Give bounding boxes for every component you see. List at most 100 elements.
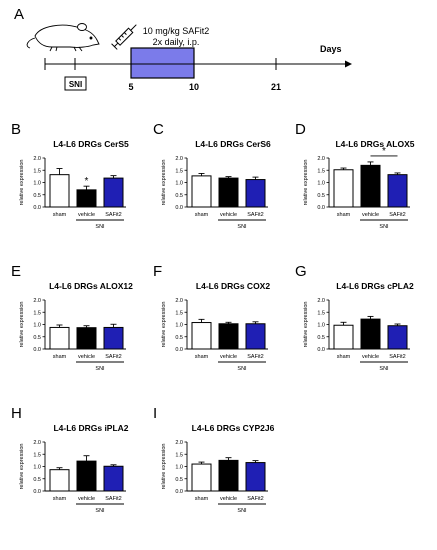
bar-vehicle [76, 460, 97, 492]
y-tick-label: 0.5 [33, 335, 41, 341]
chart-title: L4-L6 DRGs CerS6 [195, 139, 271, 149]
y-tick-label: 1.5 [33, 310, 41, 316]
dose-label-line2: 2x daily, i.p. [153, 37, 200, 47]
y-tick-label: 1.0 [175, 181, 183, 187]
chart-title: L4-L6 DRGs iPLA2 [53, 423, 128, 433]
x-tick-label: sham [53, 496, 67, 502]
x-tick-label: vehicle [78, 354, 95, 360]
group-label: SNI [237, 224, 247, 230]
panel-letter-a: A [14, 6, 24, 23]
y-tick-label: 1.5 [175, 452, 183, 458]
chart-title: L4-L6 DRGs CerS5 [53, 139, 129, 149]
bar-sham [49, 326, 70, 350]
chart-title: L4-L6 DRGs COX2 [196, 281, 270, 291]
y-tick-label: 2.0 [33, 298, 41, 304]
chart-panel-g: G L4-L6 DRGs cPLA2 relative expression 0.0 0… [295, 263, 414, 372]
y-tick-label: 0.0 [175, 205, 183, 211]
bar-safit2 [245, 179, 266, 208]
y-tick-label: 1.5 [175, 310, 183, 316]
chart-panel-i: I L4-L6 DRGs CYP2J6 relative expression 0.0… [153, 405, 275, 514]
y-axis-label: relative expression [161, 444, 167, 490]
panel-letter-c: C [153, 121, 164, 138]
bar-safit2 [103, 465, 124, 492]
y-tick-label: 1.5 [33, 452, 41, 458]
bar-sham [191, 463, 212, 492]
significance-star: * [85, 176, 89, 187]
chart-panel-d: D L4-L6 DRGs ALOX5 relative expression 0.0 0… [295, 121, 415, 230]
x-tick-label: vehicle [220, 212, 237, 218]
y-tick-label: 2.0 [317, 156, 325, 162]
day-tick-21: 21 [271, 82, 281, 92]
bar-safit2 [245, 462, 266, 492]
y-tick-label: 1.5 [33, 168, 41, 174]
group-label: SNI [379, 224, 389, 230]
y-tick-label: 1.0 [317, 181, 325, 187]
y-tick-label: 2.0 [175, 156, 183, 162]
bar-safit2 [103, 326, 124, 350]
y-tick-label: 1.5 [317, 310, 325, 316]
chart-title: L4-L6 DRGs CYP2J6 [192, 423, 275, 433]
chart-title: L4-L6 DRGs ALOX12 [49, 281, 133, 291]
chart-title: L4-L6 DRGs ALOX5 [335, 139, 414, 149]
y-tick-label: 0.5 [175, 193, 183, 199]
bar-sham [49, 469, 70, 492]
chart-panel-c: C L4-L6 DRGs CerS6 relative expression 0.0 0… [153, 121, 271, 230]
group-label: SNI [237, 508, 247, 514]
y-axis-label: relative expression [19, 444, 25, 490]
panel-letter-i: I [153, 405, 157, 422]
x-tick-label: sham [195, 212, 209, 218]
significance-star: * [382, 146, 386, 157]
x-tick-label: SAFit2 [389, 354, 406, 360]
y-axis-label: relative expression [19, 302, 25, 348]
panel-letter-h: H [11, 405, 22, 422]
syringe-icon [111, 24, 137, 50]
y-tick-label: 0.0 [317, 347, 325, 353]
x-tick-label: vehicle [220, 354, 237, 360]
y-tick-label: 0.0 [317, 205, 325, 211]
bar-vehicle [218, 323, 239, 350]
x-tick-label: vehicle [78, 496, 95, 502]
y-tick-label: 0.5 [33, 193, 41, 199]
timeline-panel: A 10 mg/kg SAFit2 2x daily, i.p. [14, 6, 352, 92]
y-tick-label: 1.0 [33, 181, 41, 187]
bar-safit2 [103, 177, 124, 208]
y-tick-label: 1.5 [175, 168, 183, 174]
x-tick-label: SAFit2 [105, 354, 122, 360]
y-axis-label: relative expression [303, 302, 309, 348]
panel-letter-b: B [11, 121, 21, 138]
group-label: SNI [379, 366, 389, 372]
group-label: SNI [237, 366, 247, 372]
y-tick-label: 2.0 [175, 440, 183, 446]
x-tick-label: sham [195, 354, 209, 360]
sni-box-label: SNI [69, 80, 82, 89]
x-tick-label: sham [195, 496, 209, 502]
chart-panel-e: E L4-L6 DRGs ALOX12 relative expression 0.0… [11, 263, 133, 372]
x-tick-label: sham [53, 354, 67, 360]
bar-vehicle [218, 177, 239, 208]
days-label: Days [320, 44, 342, 54]
bar-sham [333, 169, 354, 208]
bar-vehicle [360, 164, 381, 208]
x-tick-label: vehicle [78, 212, 95, 218]
y-tick-label: 0.5 [317, 335, 325, 341]
y-tick-label: 2.0 [33, 156, 41, 162]
x-tick-label: sham [337, 354, 351, 360]
chart-panel-b: B L4-L6 DRGs CerS5 relative expression 0.0 0… [11, 121, 129, 230]
y-tick-label: 2.0 [33, 440, 41, 446]
x-tick-label: SAFit2 [247, 496, 264, 502]
dose-label-line1: 10 mg/kg SAFit2 [143, 26, 210, 36]
treatment-period-box [130, 47, 195, 79]
group-label: SNI [95, 366, 105, 372]
bar-safit2 [387, 174, 408, 208]
group-label: SNI [95, 224, 105, 230]
y-axis-label: relative expression [303, 160, 309, 206]
x-tick-label: vehicle [220, 496, 237, 502]
bar-sham [49, 174, 70, 208]
day-tick-10: 10 [189, 82, 199, 92]
bar-vehicle [76, 327, 97, 350]
panel-letter-g: G [295, 263, 307, 280]
y-tick-label: 1.5 [317, 168, 325, 174]
y-tick-label: 0.0 [33, 347, 41, 353]
x-tick-label: sham [53, 212, 67, 218]
x-tick-label: vehicle [362, 354, 379, 360]
